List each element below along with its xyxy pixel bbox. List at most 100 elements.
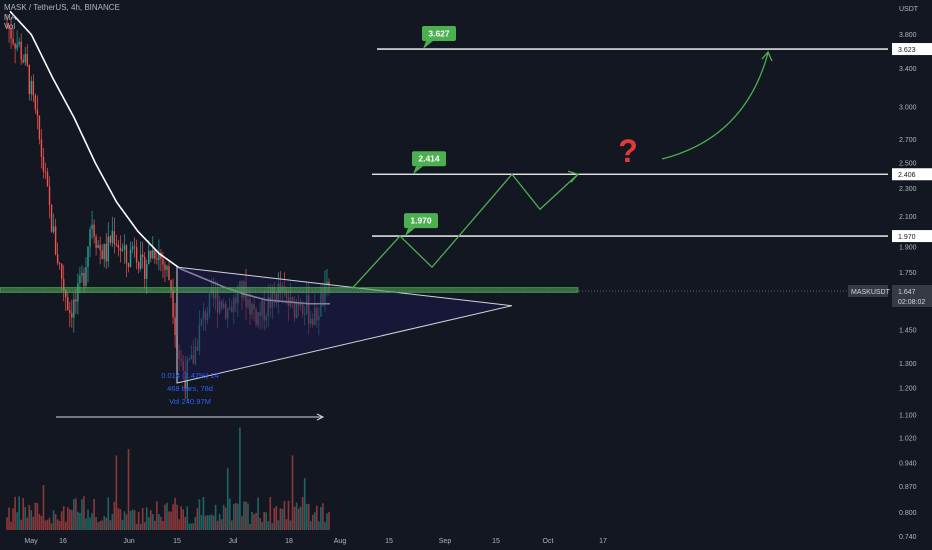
x-tick-label: 15 bbox=[492, 538, 500, 545]
chart-header: MASK / TetherUS, 4h, BINANCE MA Vol bbox=[4, 3, 120, 32]
projection-path bbox=[351, 173, 579, 290]
volume-layer bbox=[6, 427, 330, 530]
support-zone bbox=[0, 287, 579, 293]
y-tick-label: 1.450 bbox=[899, 328, 917, 335]
volume-bar bbox=[243, 501, 245, 530]
volume-bar bbox=[214, 504, 217, 530]
volume-bar bbox=[91, 512, 93, 530]
curved-arrowhead bbox=[761, 50, 773, 62]
candle-body bbox=[71, 313, 73, 318]
volume-bar bbox=[56, 519, 59, 530]
candle-body bbox=[109, 236, 111, 243]
volume-bar bbox=[125, 514, 128, 530]
volume-bar bbox=[36, 503, 39, 530]
volume-bar bbox=[42, 484, 45, 530]
volume-bar bbox=[79, 513, 81, 530]
volume-bar bbox=[239, 427, 241, 530]
measurement-bars: 468 bars, 78d bbox=[167, 384, 213, 393]
y-tick-label: 3.800 bbox=[899, 32, 917, 39]
candle-body bbox=[54, 226, 57, 255]
volume-bar bbox=[81, 499, 83, 530]
volume-bar bbox=[251, 511, 253, 530]
x-tick-label: Jul bbox=[229, 538, 238, 545]
volume-bar bbox=[170, 511, 172, 530]
volume-bar bbox=[265, 512, 268, 530]
candle-body bbox=[73, 299, 75, 318]
candle-body bbox=[101, 250, 103, 259]
volume-bar bbox=[206, 515, 209, 530]
volume-bar bbox=[77, 511, 79, 530]
volume-bar bbox=[255, 512, 257, 530]
target-callout[interactable] bbox=[412, 151, 446, 167]
volume-bar bbox=[32, 516, 35, 530]
target-callout-pointer bbox=[423, 41, 433, 50]
volume-bar bbox=[64, 521, 67, 530]
volume-bar bbox=[85, 518, 87, 530]
volume-bar bbox=[226, 468, 229, 530]
volume-bar bbox=[267, 521, 270, 530]
volume-bar bbox=[139, 523, 142, 530]
volume-bar bbox=[316, 505, 318, 530]
volume-bar bbox=[190, 523, 193, 530]
y-tick-label: 3.400 bbox=[899, 66, 917, 73]
candle-body bbox=[166, 266, 168, 270]
target-callout-label: 1.970 bbox=[410, 216, 432, 226]
candle-body bbox=[81, 273, 83, 276]
target-callout[interactable] bbox=[422, 26, 456, 42]
volume-bar bbox=[210, 514, 213, 530]
y-tick-label: 2.500 bbox=[899, 161, 917, 168]
candle-body bbox=[160, 252, 162, 259]
volume-bar bbox=[305, 504, 308, 530]
volume-bar bbox=[318, 521, 320, 530]
candle-body bbox=[172, 290, 174, 318]
volume-bar bbox=[71, 510, 73, 530]
volume-bar bbox=[216, 520, 219, 530]
volume-bar bbox=[152, 514, 154, 530]
measure-arrowhead bbox=[316, 413, 325, 421]
y-tick-label: 3.000 bbox=[899, 105, 917, 112]
candle-body bbox=[170, 280, 172, 291]
volume-bar bbox=[200, 514, 203, 530]
candle-body bbox=[117, 244, 120, 248]
candle-body bbox=[63, 279, 65, 291]
y-tick-label: 1.300 bbox=[899, 361, 917, 368]
question-mark-icon: ? bbox=[618, 133, 638, 169]
candle-body bbox=[107, 236, 109, 262]
y-tick-label: 2.700 bbox=[899, 137, 917, 144]
candle-body bbox=[115, 243, 118, 245]
volume-bar bbox=[156, 501, 158, 530]
candle-body bbox=[326, 282, 328, 284]
y-tick-label: 2.300 bbox=[899, 186, 917, 193]
candle-body bbox=[22, 59, 24, 63]
volume-bar bbox=[307, 503, 310, 530]
volume-bar bbox=[10, 521, 12, 530]
volume-bar bbox=[58, 520, 61, 530]
projection-arrowhead bbox=[567, 170, 580, 183]
vol-indicator-label[interactable]: Vol bbox=[4, 22, 16, 31]
volume-bar bbox=[127, 449, 130, 530]
candle-body bbox=[48, 186, 51, 205]
measurement-volume: Vol 240.97M bbox=[169, 397, 211, 406]
volume-bar bbox=[149, 510, 152, 530]
ma-indicator-label[interactable]: MA bbox=[4, 12, 16, 22]
volume-bar bbox=[180, 506, 182, 530]
volume-bar bbox=[253, 514, 255, 530]
curved-arrow bbox=[661, 52, 769, 160]
target-callout-pointer bbox=[413, 166, 423, 175]
volume-bar bbox=[301, 497, 304, 530]
candle-body bbox=[24, 54, 26, 63]
y-tick-label: 0.800 bbox=[899, 510, 917, 517]
volume-bar bbox=[275, 506, 278, 530]
candle-body bbox=[111, 231, 114, 243]
volume-bar bbox=[154, 520, 156, 530]
volume-bar bbox=[111, 514, 114, 530]
candle-body bbox=[141, 254, 144, 257]
volume-bar bbox=[16, 512, 18, 530]
volume-bar bbox=[324, 522, 326, 530]
candle-body bbox=[97, 244, 99, 248]
time-axis: May 16 Jun 15 Jul 18 Aug 15 Sep 15 Oct 17 bbox=[24, 538, 607, 545]
volume-bar bbox=[174, 497, 176, 530]
volume-bar bbox=[184, 517, 187, 530]
target-callout[interactable] bbox=[404, 213, 438, 229]
